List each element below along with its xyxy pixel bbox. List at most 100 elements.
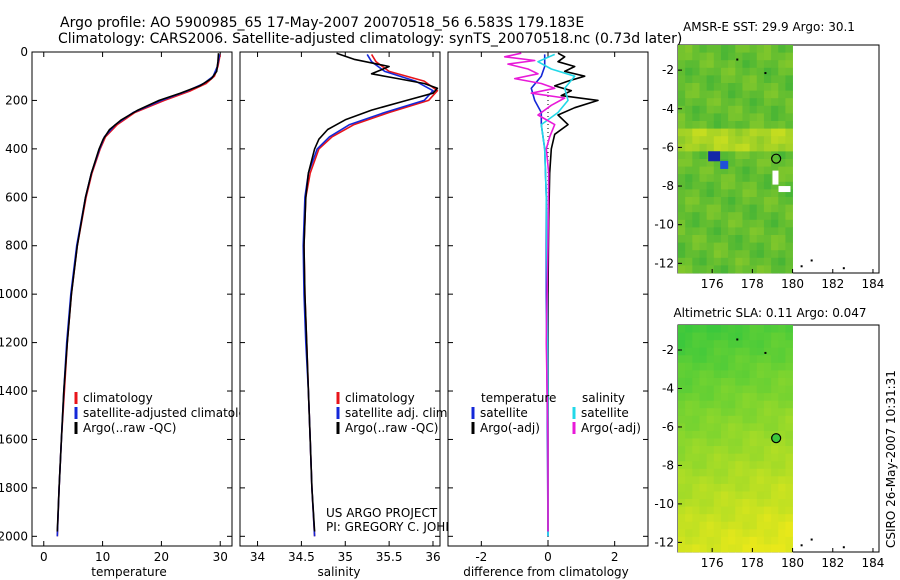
y-tick-label: 600 [5,190,28,204]
map-cell [749,83,758,91]
y-tick-label: 800 [5,239,28,253]
map-cell [771,521,779,530]
map-cell [699,347,708,356]
map-cell [763,491,772,500]
map-cell [771,250,779,259]
map-cell [749,423,758,432]
map-cell [728,90,736,99]
map-cell [749,438,758,447]
map-cell [728,250,736,259]
map-cell [685,159,693,167]
map-cell [771,121,779,129]
map-cell [692,544,700,553]
map-cell [756,143,765,152]
map-cell [706,189,715,198]
difference-axis-ticks: -2 0 2 [448,51,648,564]
map-cell [678,128,686,137]
map-cell [685,235,693,243]
map-cell [735,400,743,409]
map-cell [706,45,715,53]
map-cell [706,476,715,485]
map-cell [678,45,686,53]
map-cell [749,197,758,205]
map-cell [785,453,793,462]
map-cell [720,113,729,122]
map-cell [749,98,758,107]
map-cell [685,347,693,356]
map-cell [720,355,729,364]
map-cell [771,385,779,394]
map-cell [749,430,758,439]
map-cell [713,75,722,84]
map-cell [685,151,693,160]
map-cell [735,257,743,266]
map-cell [785,385,793,394]
map-cell [685,491,693,500]
map-cell [735,483,743,492]
map-cell [728,483,736,492]
map-cell [706,181,715,190]
map-cell [678,105,686,114]
sst-missing-data [778,186,791,193]
map-cell [706,499,715,507]
map-cell [778,105,786,114]
map-cell [756,265,765,274]
map-cell [763,370,772,379]
map-cell [720,227,729,236]
map-cell [742,235,751,243]
map-cell [785,166,793,175]
map-cell [678,265,686,274]
map-cell [692,415,700,424]
map-cell [742,506,751,515]
map-cell [763,453,772,462]
map-cell [692,476,700,485]
map-cell [699,536,708,545]
map-cell [742,121,751,129]
map-cell [685,446,693,455]
map-cell [713,166,722,175]
map-cell [720,128,729,137]
map-cell [720,45,729,53]
map-cell [685,521,693,530]
island-speck [842,267,845,270]
map-cell [756,415,765,424]
map-cell [678,491,686,500]
map-cell [778,166,786,175]
map-cell [785,212,793,221]
map-cell [763,377,772,386]
map-cell [749,189,758,198]
map-cell [728,377,736,386]
map-cell [778,219,786,228]
map-cell [706,83,715,91]
map-cell [720,105,729,114]
map-cell [735,536,743,545]
map-cell [692,52,700,61]
map-cell [706,113,715,122]
map-cell [785,430,793,439]
map-cell [678,113,686,122]
map-y-tick-label: -10 [654,497,674,511]
map-cell [692,227,700,236]
map-cell [713,385,722,394]
map-cell [756,204,765,213]
map-cell [778,446,786,455]
map-cell [742,257,751,266]
map-cell [735,340,743,349]
figure-title-line1: Argo profile: AO 5900985_65 17-May-2007 … [60,15,584,31]
map-cell [756,355,765,364]
map-cell [749,227,758,236]
map-cell [720,415,729,424]
salinity-legend: climatology satellite adj. clim. Argo(..… [336,391,451,435]
map-cell [713,159,722,167]
map-cell [778,113,786,122]
map-cell [692,128,700,137]
map-cell [685,453,693,462]
map-cell [678,370,686,379]
map-cell [678,75,686,84]
map-cell [778,250,786,259]
map-cell [685,430,693,439]
map-cell [678,400,686,409]
map-cell [706,544,715,553]
map-cell [699,506,708,515]
map-cell [699,113,708,122]
